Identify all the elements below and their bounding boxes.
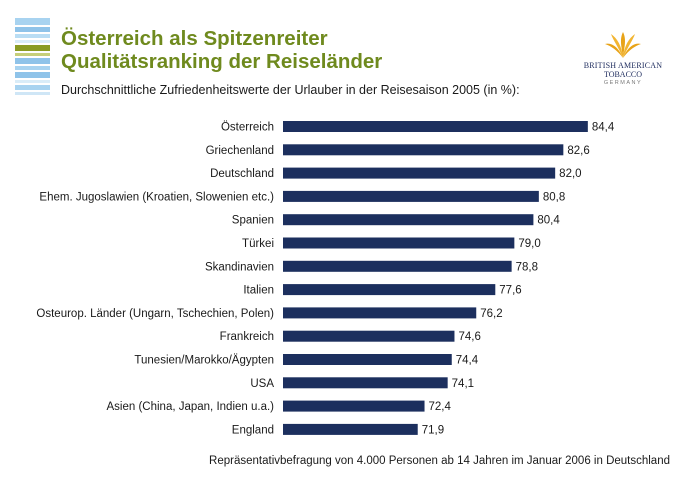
category-label: Frankreich [220,331,274,343]
category-label: Griechenland [206,145,274,157]
value-label: 74,4 [456,355,479,367]
value-label: 76,2 [480,308,502,320]
category-label: Skandinavien [205,261,274,273]
value-label: 80,4 [537,215,560,227]
category-label: Deutschland [210,168,274,180]
bar [283,354,452,365]
category-label: Österreich [221,122,274,134]
bar [283,167,556,179]
bar [283,307,477,319]
bar [283,121,588,132]
category-label: England [232,424,274,436]
value-label: 82,0 [559,168,581,180]
category-label: Türkei [242,238,274,250]
value-label: 78,8 [516,261,538,273]
bat-leaf-logo-icon [605,32,641,58]
category-label: Asien (China, Japan, Indien u.a.) [107,401,275,413]
bar [283,400,425,412]
bar [283,330,455,342]
value-label: 71,9 [422,424,444,436]
bar-chart: Österreich 84,4 Griechenland 82,6 Deutschlan… [36,121,615,436]
category-label: Italien [243,285,274,297]
category-label: Ehem. Jugoslawien (Kroatien, Slowenien e… [39,191,274,203]
logo-text-line-3: GERMANY [603,80,643,86]
category-label: USA [250,378,274,390]
bar [283,260,512,272]
value-label: 84,4 [592,122,615,134]
logo-text-line-1: BRITISH AMERICAN [583,61,663,70]
title-line-1: Österreich als Spitzenreiter [61,27,328,50]
value-label: 72,4 [429,401,452,413]
decorative-stripes [15,18,50,96]
value-label: 79,0 [518,238,540,250]
category-label: Tunesien/Marokko/Ägypten [134,355,274,367]
logo-text-line-2: TOBACCO [603,70,643,79]
category-label: Spanien [232,215,274,227]
footnote: Repräsentativbefragung von 4.000 Persone… [209,455,670,467]
category-label: Osteurop. Länder (Ungarn, Tschechien, Po… [36,308,274,320]
value-label: 74,1 [452,378,474,390]
bar [283,237,515,249]
page-title: Österreich als Spitzenreiter Qualitätsra… [61,27,382,73]
bar [283,423,418,435]
title-line-2: Qualitätsranking der Reiseländer [61,50,383,73]
value-label: 74,6 [458,331,480,343]
value-label: 82,6 [567,145,589,157]
value-label: 80,8 [543,191,565,203]
value-label: 77,6 [499,285,521,297]
chart-subtitle: Durchschnittliche Zufriedenheitswerte de… [61,83,520,97]
bar [283,214,534,226]
bar [283,144,564,156]
company-logo: BRITISH AMERICAN TOBACCO GERMANY [578,30,668,92]
bar [283,284,496,296]
bar [283,190,539,202]
bar [283,377,448,389]
